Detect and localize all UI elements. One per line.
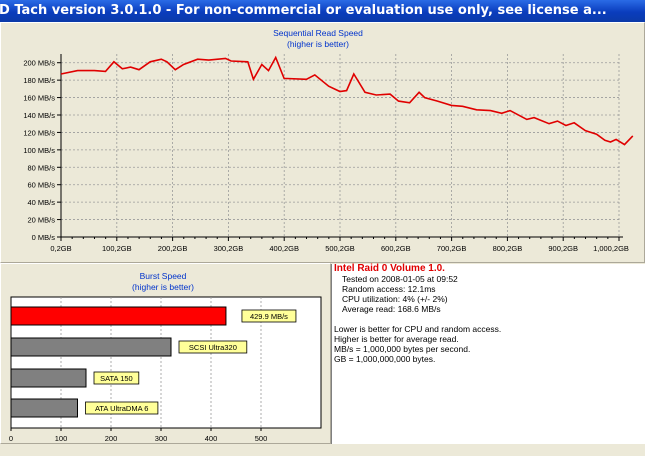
burst-x-tick-label: 300 xyxy=(155,434,168,443)
window-title-bar[interactable]: D Tach version 3.0.1.0 - For non-commerc… xyxy=(0,0,645,22)
sequential-read-chart: Sequential Read Speed (higher is better)… xyxy=(23,28,634,253)
burst-chart-subtitle: (higher is better) xyxy=(132,282,194,292)
burst-bar-label: SCSI Ultra320 xyxy=(189,343,237,352)
burst-x-tick-label: 0 xyxy=(9,434,13,443)
sequential-chart-subtitle: (higher is better) xyxy=(287,39,349,49)
seq-x-tick-label: 900,2GB xyxy=(548,244,578,253)
seq-x-tick-label: 100,2GB xyxy=(102,244,132,253)
window-title: D Tach version 3.0.1.0 - For non-commerc… xyxy=(0,3,607,18)
bottom-border xyxy=(0,444,645,456)
seq-y-tick-label: 120 MB/s xyxy=(23,128,55,137)
burst-speed-panel: Burst Speed (higher is better) 429.9 MB/… xyxy=(0,263,331,444)
burst-bar xyxy=(10,306,227,326)
cpu-utilization: CPU utilization: 4% (+/- 2%) xyxy=(342,294,448,304)
burst-bar xyxy=(10,368,87,388)
burst-x-tick-label: 400 xyxy=(205,434,218,443)
seq-x-tick-label: 500,2GB xyxy=(325,244,355,253)
seq-x-tick-label: 200,2GB xyxy=(158,244,188,253)
seq-x-tick-label: 300,2GB xyxy=(214,244,244,253)
drive-info-panel: Intel Raid 0 Volume 1.0. Tested on 2008-… xyxy=(331,264,645,444)
note-lower-better: Lower is better for CPU and random acces… xyxy=(334,324,502,334)
seq-y-tick-label: 60 MB/s xyxy=(27,181,55,190)
burst-bar xyxy=(10,398,78,418)
seq-y-tick-label: 100 MB/s xyxy=(23,146,55,155)
seq-x-tick-label: 1,000,2GB xyxy=(593,244,629,253)
burst-x-tick-label: 500 xyxy=(255,434,268,443)
seq-y-tick-label: 140 MB/s xyxy=(23,111,55,120)
seq-y-tick-label: 0 MB/s xyxy=(32,233,56,242)
burst-bar-label: 429.9 MB/s xyxy=(250,312,288,321)
burst-bar-label: ATA UltraDMA 6 xyxy=(95,404,149,413)
drive-name: Intel Raid 0 Volume 1.0. xyxy=(334,263,445,274)
burst-bar-label-box xyxy=(178,340,248,354)
seq-y-tick-label: 80 MB/s xyxy=(27,163,55,172)
burst-chart-title: Burst Speed xyxy=(140,271,187,281)
tested-date: Tested on 2008-01-05 at 09:52 xyxy=(342,274,458,284)
burst-bar-label-box xyxy=(93,371,140,385)
seq-y-tick-label: 180 MB/s xyxy=(23,76,55,85)
sequential-read-panel: Sequential Read Speed (higher is better)… xyxy=(0,22,645,263)
seq-y-tick-label: 160 MB/s xyxy=(23,94,55,103)
note-gb-definition: GB = 1,000,000,000 bytes. xyxy=(334,354,436,364)
burst-bar-label-box xyxy=(85,401,159,415)
sequential-chart-title: Sequential Read Speed xyxy=(273,28,363,38)
burst-bar-label: SATA 150 xyxy=(100,374,133,383)
seq-y-tick-label: 20 MB/s xyxy=(27,216,55,225)
burst-bar-label-box xyxy=(241,309,297,323)
burst-x-tick-label: 100 xyxy=(55,434,68,443)
seq-y-tick-label: 200 MB/s xyxy=(23,59,55,68)
seq-y-tick-label: 40 MB/s xyxy=(27,198,55,207)
burst-speed-chart: Burst Speed (higher is better) 429.9 MB/… xyxy=(9,271,322,443)
seq-x-tick-label: 0,2GB xyxy=(50,244,71,253)
burst-bar xyxy=(10,337,172,357)
seq-x-tick-label: 600,2GB xyxy=(381,244,411,253)
note-higher-better: Higher is better for average read. xyxy=(334,334,459,344)
random-access: Random access: 12.1ms xyxy=(342,284,436,294)
burst-x-tick-label: 200 xyxy=(105,434,118,443)
note-mbs-definition: MB/s = 1,000,000 bytes per second. xyxy=(334,344,471,354)
seq-x-tick-label: 800,2GB xyxy=(493,244,523,253)
seq-read-series-line xyxy=(60,55,634,146)
seq-x-tick-label: 400,2GB xyxy=(269,244,299,253)
average-read: Average read: 168.6 MB/s xyxy=(342,304,441,314)
seq-x-tick-label: 700,2GB xyxy=(437,244,467,253)
